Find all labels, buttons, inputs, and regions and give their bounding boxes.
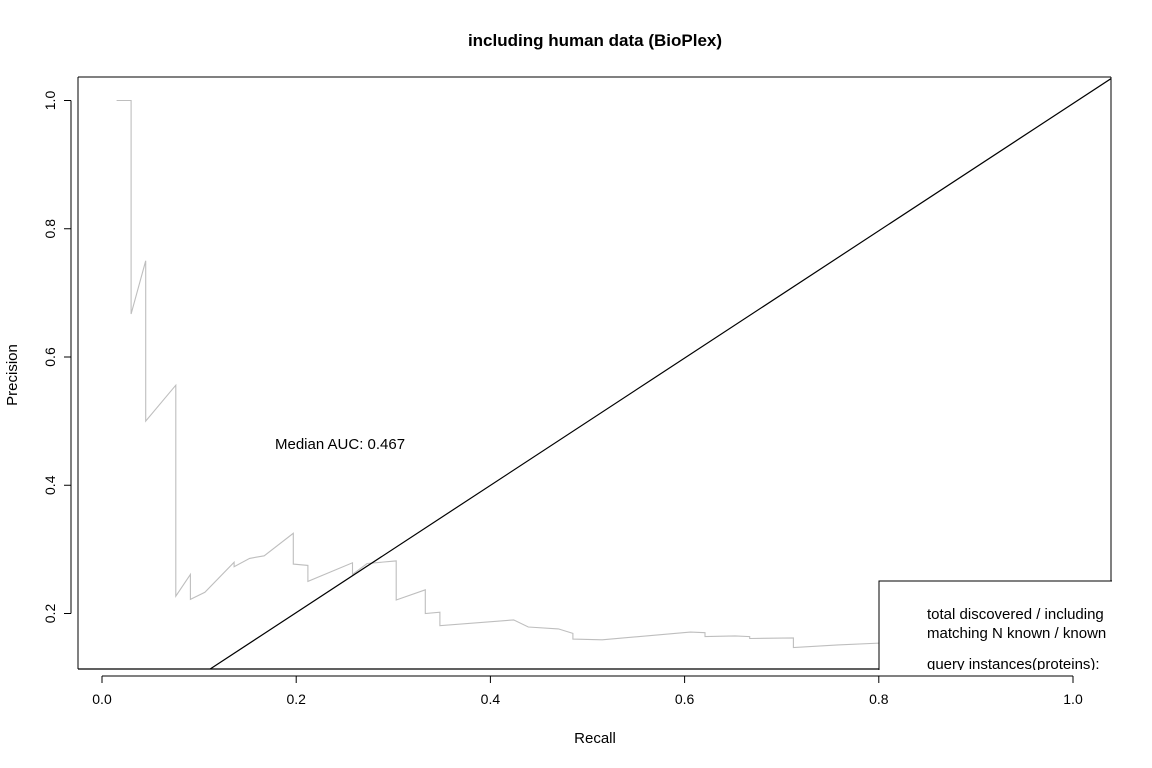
y-axis-label: Precision [4, 344, 21, 406]
y-axis: 0.2 0.4 0.6 0.8 1.0 [42, 91, 72, 624]
x-tick-label: 0.4 [481, 691, 501, 707]
legend-box [878, 580, 1112, 670]
x-tick-label: 0.6 [675, 691, 695, 707]
legend-text: query instances(proteins): [927, 656, 1100, 673]
y-tick-label: 0.2 [42, 604, 58, 624]
x-tick-label: 0.0 [92, 691, 112, 707]
legend: total discovered / including matching N k… [878, 580, 1112, 673]
precision-recall-curve [116, 99, 882, 649]
y-tick-label: 1.0 [42, 91, 58, 111]
legend-text: total discovered / including [927, 606, 1104, 623]
x-axis-label: Recall [574, 730, 616, 747]
plot-region [77, 76, 1112, 670]
y-tick-label: 0.8 [42, 219, 58, 239]
y-tick-label: 0.6 [42, 347, 58, 367]
x-axis: 0.0 0.2 0.4 0.6 0.8 1.0 [92, 675, 1083, 707]
x-tick-label: 0.8 [869, 691, 889, 707]
legend-text: matching N known / known [927, 625, 1106, 642]
chart-title: including human data (BioPlex) [468, 31, 722, 50]
y-tick-label: 0.4 [42, 475, 58, 495]
diagonal-line [209, 77, 1111, 669]
median-auc-annotation: Median AUC: 0.467 [275, 436, 405, 453]
x-tick-label: 0.2 [286, 691, 306, 707]
x-tick-label: 1.0 [1063, 691, 1083, 707]
plot-frame [77, 76, 1112, 670]
